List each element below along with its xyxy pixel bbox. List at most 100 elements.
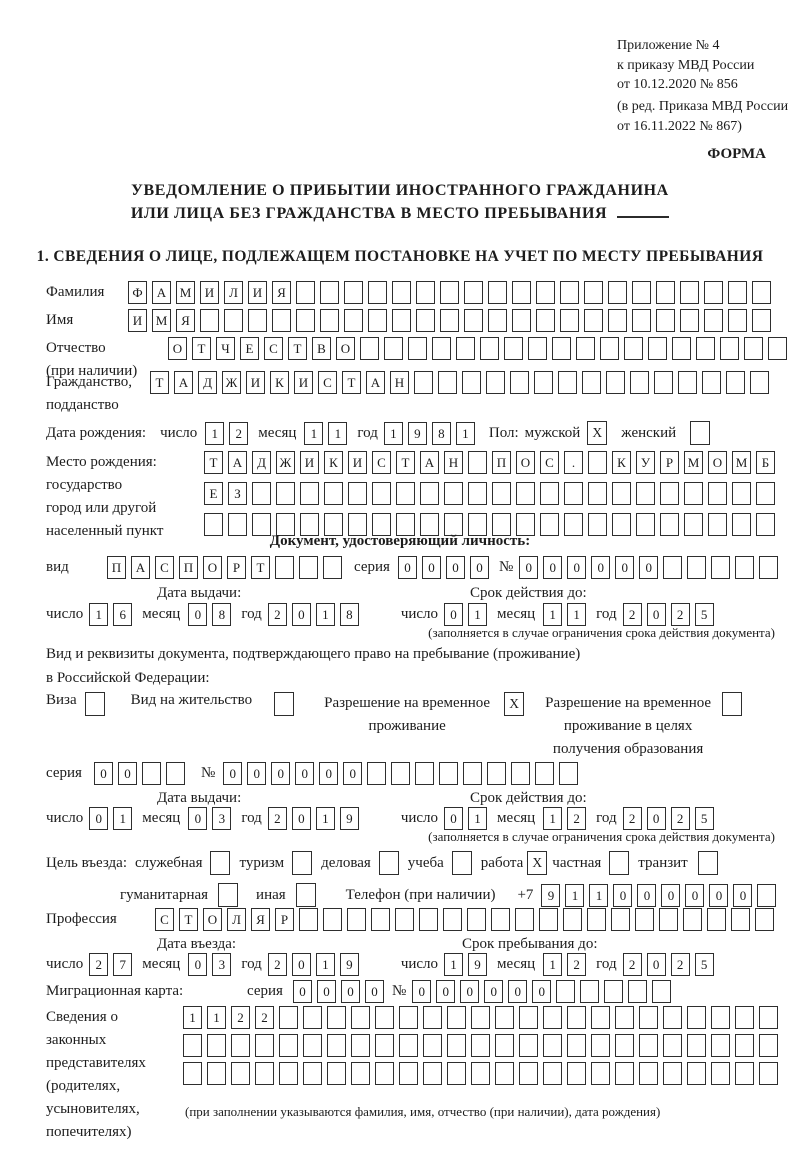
stay-year-cells-cell-0[interactable]: 2 xyxy=(622,953,642,976)
representatives-row-1-cell-13[interactable] xyxy=(495,1006,514,1029)
representatives-row-1-cell-23[interactable] xyxy=(735,1006,754,1029)
patronymic-cells-cell-3[interactable]: Е xyxy=(240,337,259,360)
stay-year-cells-cell-2[interactable]: 2 xyxy=(670,953,690,976)
profession-cells-cell-25[interactable] xyxy=(755,908,774,931)
representatives-row-1-cell-11[interactable] xyxy=(447,1006,466,1029)
patronymic-cells-cell-13[interactable] xyxy=(480,337,499,360)
res-valid-day-cells-cell-1[interactable]: 1 xyxy=(468,807,488,830)
citizenship-cells-cell-12[interactable] xyxy=(438,371,457,394)
res-issue-year-cells-cell-2[interactable]: 1 xyxy=(315,807,335,830)
citizenship-cells-cell-24[interactable] xyxy=(726,371,745,394)
patronymic-cells-cell-14[interactable] xyxy=(504,337,523,360)
birth-year-cells-cell-3[interactable]: 1 xyxy=(455,421,475,445)
patronymic-cells-cell-23[interactable] xyxy=(720,337,739,360)
representatives-row-3-cell-4[interactable] xyxy=(279,1062,298,1085)
given-name-cells-cell-19[interactable] xyxy=(584,309,603,332)
representatives-row-3-cell-1[interactable] xyxy=(207,1062,226,1085)
birth-place-row-1-cell-19[interactable]: Р xyxy=(660,451,679,474)
issue-year-cells-cell-2[interactable]: 1 xyxy=(315,603,335,626)
profession-cells-cell-8[interactable] xyxy=(347,908,366,931)
surname-cells-cell-22[interactable] xyxy=(656,281,675,304)
entry-year-cells-cell-3[interactable]: 9 xyxy=(339,953,359,976)
sex-female-checkbox[interactable] xyxy=(690,421,711,445)
citizenship-cells-cell-25[interactable] xyxy=(750,371,769,394)
doc-kind-cells-cell-6[interactable]: Т xyxy=(251,556,270,579)
patronymic-cells-cell-21[interactable] xyxy=(672,337,691,360)
given-name-cells-cell-4[interactable] xyxy=(224,309,243,332)
entry-month-cells-cell-0[interactable]: 0 xyxy=(188,953,208,976)
patronymic-cells-cell-7[interactable]: О xyxy=(336,337,355,360)
representatives-row-1-cell-8[interactable] xyxy=(375,1006,394,1029)
option-temp-residence-education-checkbox[interactable] xyxy=(722,692,743,716)
doc-number-cells-cell-1[interactable]: 0 xyxy=(543,556,563,579)
surname-cells-cell-0[interactable]: Ф xyxy=(128,281,147,304)
profession-cells-cell-9[interactable] xyxy=(371,908,390,931)
birth-place-row-3-cell-6[interactable] xyxy=(348,513,367,536)
patronymic-cells-cell-1[interactable]: Т xyxy=(192,337,211,360)
profession-cells-cell-15[interactable] xyxy=(515,908,534,931)
birth-place-row-2-cell-5[interactable] xyxy=(324,482,343,505)
doc-series-cells-cell-3[interactable]: 0 xyxy=(469,556,489,579)
surname-cells-cell-17[interactable] xyxy=(536,281,555,304)
patronymic-cells-cell-19[interactable] xyxy=(624,337,643,360)
representatives-row-2-cell-23[interactable] xyxy=(735,1034,754,1057)
birth-place-row-2-cell-12[interactable] xyxy=(492,482,511,505)
representatives-row-1-cell-5[interactable] xyxy=(303,1006,322,1029)
birth-place-row-2-cell-14[interactable] xyxy=(540,482,559,505)
given-name-cells-cell-12[interactable] xyxy=(416,309,435,332)
birth-year-cells-cell-2[interactable]: 8 xyxy=(431,421,451,445)
surname-cells-cell-6[interactable]: Я xyxy=(272,281,291,304)
patronymic-cells-cell-9[interactable] xyxy=(384,337,403,360)
residence-series-cells-cell-3[interactable] xyxy=(165,762,185,785)
option-visa-checkbox[interactable] xyxy=(84,692,105,716)
surname-cells-cell-3[interactable]: И xyxy=(200,281,219,304)
birth-place-row-2-cell-8[interactable] xyxy=(396,482,415,505)
valid-year-cells-cell-1[interactable]: 0 xyxy=(646,603,666,626)
birth-place-row-3-cell-21[interactable] xyxy=(708,513,727,536)
representatives-row-1-cell-21[interactable] xyxy=(687,1006,706,1029)
issue-year-cells-cell-0[interactable]: 2 xyxy=(267,603,287,626)
issue-year-cells-cell-1[interactable]: 0 xyxy=(291,603,311,626)
profession-cells-cell-11[interactable] xyxy=(419,908,438,931)
doc-number-cells-cell-3[interactable]: 0 xyxy=(591,556,611,579)
representatives-row-1-cell-17[interactable] xyxy=(591,1006,610,1029)
representatives-row-3-cell-23[interactable] xyxy=(735,1062,754,1085)
profession-cells-cell-10[interactable] xyxy=(395,908,414,931)
representatives-row-2-cell-5[interactable] xyxy=(303,1034,322,1057)
representatives-row-3-cell-13[interactable] xyxy=(495,1062,514,1085)
birth-month-cells-cell-1[interactable]: 1 xyxy=(328,421,348,445)
birth-place-row-3-cell-5[interactable] xyxy=(324,513,343,536)
patronymic-cells-cell-15[interactable] xyxy=(528,337,547,360)
migration-series-cells-cell-2[interactable]: 0 xyxy=(340,980,360,1003)
residence-series-cells-cell-2[interactable] xyxy=(141,762,161,785)
representatives-row-2-cell-6[interactable] xyxy=(327,1034,346,1057)
birth-place-row-2-cell-18[interactable] xyxy=(636,482,655,505)
doc-kind-cells-cell-3[interactable]: П xyxy=(179,556,198,579)
patronymic-cells-cell-22[interactable] xyxy=(696,337,715,360)
migration-series-cells-cell-3[interactable]: 0 xyxy=(364,980,384,1003)
given-name-cells-cell-20[interactable] xyxy=(608,309,627,332)
given-name-cells-cell-26[interactable] xyxy=(752,309,771,332)
representatives-row-2-cell-3[interactable] xyxy=(255,1034,274,1057)
birth-place-row-2-cell-0[interactable]: Е xyxy=(204,482,223,505)
migration-series-cells-cell-0[interactable]: 0 xyxy=(292,980,312,1003)
birth-place-row-1-cell-13[interactable]: О xyxy=(516,451,535,474)
surname-cells-cell-20[interactable] xyxy=(608,281,627,304)
representatives-row-2-cell-20[interactable] xyxy=(663,1034,682,1057)
stay-day-cells-cell-0[interactable]: 1 xyxy=(444,953,464,976)
representatives-row-3-cell-12[interactable] xyxy=(471,1062,490,1085)
representatives-row-1-cell-19[interactable] xyxy=(639,1006,658,1029)
representatives-row-3-cell-24[interactable] xyxy=(759,1062,778,1085)
representatives-row-1-cell-16[interactable] xyxy=(567,1006,586,1029)
profession-cells-cell-1[interactable]: Т xyxy=(179,908,198,931)
res-valid-month-cells-cell-0[interactable]: 1 xyxy=(543,807,563,830)
sex-male-checkbox[interactable]: X xyxy=(587,421,608,445)
birth-place-row-3-cell-11[interactable] xyxy=(468,513,487,536)
phone-cells-cell-8[interactable]: 0 xyxy=(733,883,753,907)
representatives-row-1-cell-7[interactable] xyxy=(351,1006,370,1029)
representatives-row-2-cell-11[interactable] xyxy=(447,1034,466,1057)
phone-cells-cell-6[interactable]: 0 xyxy=(685,883,705,907)
migration-number-cells-cell-6[interactable] xyxy=(556,980,576,1003)
birth-place-row-2-cell-23[interactable] xyxy=(756,482,775,505)
given-name-cells-cell-9[interactable] xyxy=(344,309,363,332)
